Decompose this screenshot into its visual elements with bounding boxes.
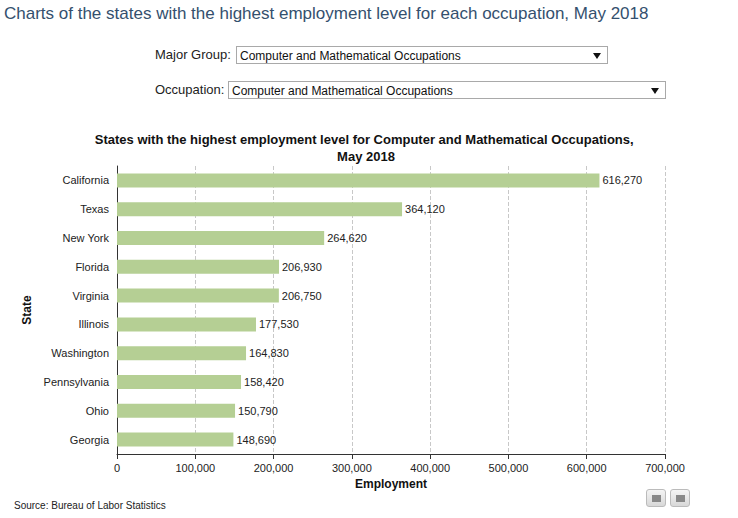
svg-text:364,120: 364,120 (405, 203, 445, 215)
svg-text:164,830: 164,830 (249, 347, 289, 359)
svg-text:Texas: Texas (80, 203, 109, 215)
svg-text:New York: New York (63, 232, 110, 244)
svg-text:150,790: 150,790 (238, 405, 278, 417)
html-text:Occupation:: Occupation: (155, 82, 225, 97)
svg-text:206,750: 206,750 (282, 290, 322, 302)
svg-text:States with the highest employ: States with the highest employment level… (95, 132, 638, 147)
svg-text:Washington: Washington (51, 347, 109, 359)
svg-text:Employment: Employment (355, 477, 427, 491)
svg-text:616,270: 616,270 (602, 174, 642, 186)
svg-text:700,000: 700,000 (645, 462, 685, 474)
svg-text:Georgia: Georgia (70, 434, 110, 446)
svg-text:100,000: 100,000 (175, 462, 215, 474)
svg-text:Florida: Florida (75, 261, 110, 273)
svg-text:0: 0 (114, 462, 120, 474)
html-text:Computer and Mathematical Occu: Computer and Mathematical Occupations (240, 49, 461, 63)
svg-text:Illinois: Illinois (78, 318, 109, 330)
svg-text:Pennsylvania: Pennsylvania (44, 376, 110, 388)
svg-text:200,000: 200,000 (254, 462, 294, 474)
html-text:Computer and Mathematical Occu: Computer and Mathematical Occupations (232, 84, 453, 98)
svg-text:Ohio: Ohio (86, 405, 109, 417)
svg-text:500,000: 500,000 (489, 462, 529, 474)
svg-text:400,000: 400,000 (410, 462, 450, 474)
svg-text:May 2018: May 2018 (337, 149, 395, 164)
html-text:Source: Bureau of Labor Statis: Source: Bureau of Labor Statistics (14, 500, 166, 511)
svg-text:148,690: 148,690 (236, 434, 276, 446)
svg-text:600,000: 600,000 (567, 462, 607, 474)
svg-text:206,930: 206,930 (282, 261, 322, 273)
svg-text:158,420: 158,420 (244, 376, 284, 388)
svg-text:300,000: 300,000 (332, 462, 372, 474)
html-text:Charts of the states with the: Charts of the states with the highest em… (4, 4, 649, 23)
svg-text:California: California (63, 174, 110, 186)
svg-text:177,530: 177,530 (259, 318, 299, 330)
svg-text:State: State (20, 295, 34, 325)
svg-text:Virginia: Virginia (73, 290, 110, 302)
html-text:Major Group:: Major Group: (155, 47, 231, 62)
svg-text:264,620: 264,620 (327, 232, 367, 244)
